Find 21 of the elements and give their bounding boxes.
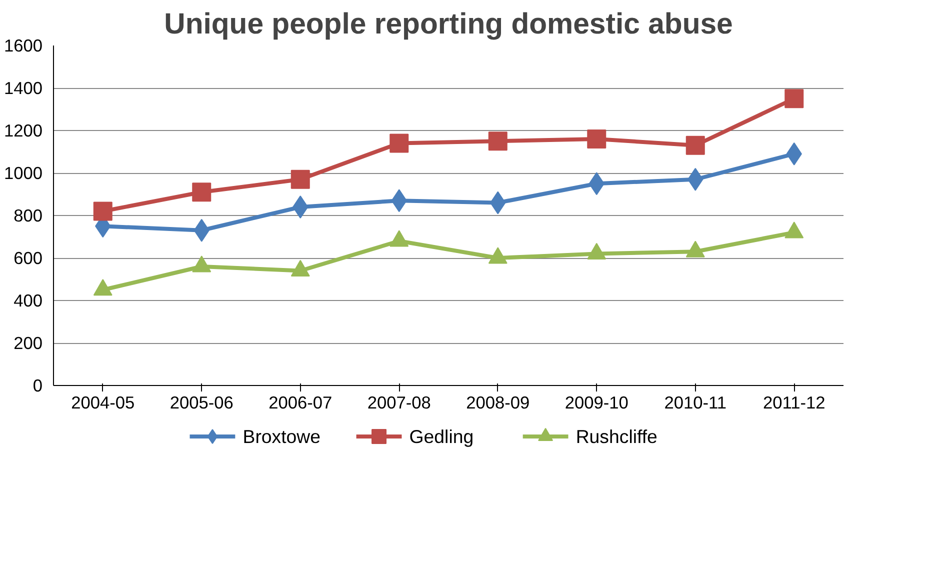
legend-label: Broxtowe [242,426,321,447]
y-tick-label: 1200 [4,120,43,140]
x-tick-label: 2006-07 [268,392,332,412]
y-tick-label: 600 [14,248,43,268]
y-tick-label: 800 [14,206,43,226]
x-tick-label: 2009-10 [564,392,628,412]
chart-title: Unique people reporting domestic abuse [164,8,733,40]
x-tick-label: 2005-06 [170,392,234,412]
legend-label: Rushcliffe [576,426,658,447]
y-tick-label: 200 [14,333,43,353]
legend-label: Gedling [409,426,474,447]
y-tick-label: 1600 [4,36,43,56]
x-tick-label: 2007-08 [367,392,431,412]
x-tick-label: 2004-05 [71,392,135,412]
y-tick-label: 1000 [4,163,43,183]
y-tick-label: 0 [32,376,43,396]
y-tick-label: 1400 [4,78,43,98]
y-tick-label: 400 [14,290,43,310]
x-tick-label: 2008-09 [466,392,530,412]
x-tick-label: 2011-12 [762,392,826,412]
x-tick-label: 2010-11 [664,392,727,412]
